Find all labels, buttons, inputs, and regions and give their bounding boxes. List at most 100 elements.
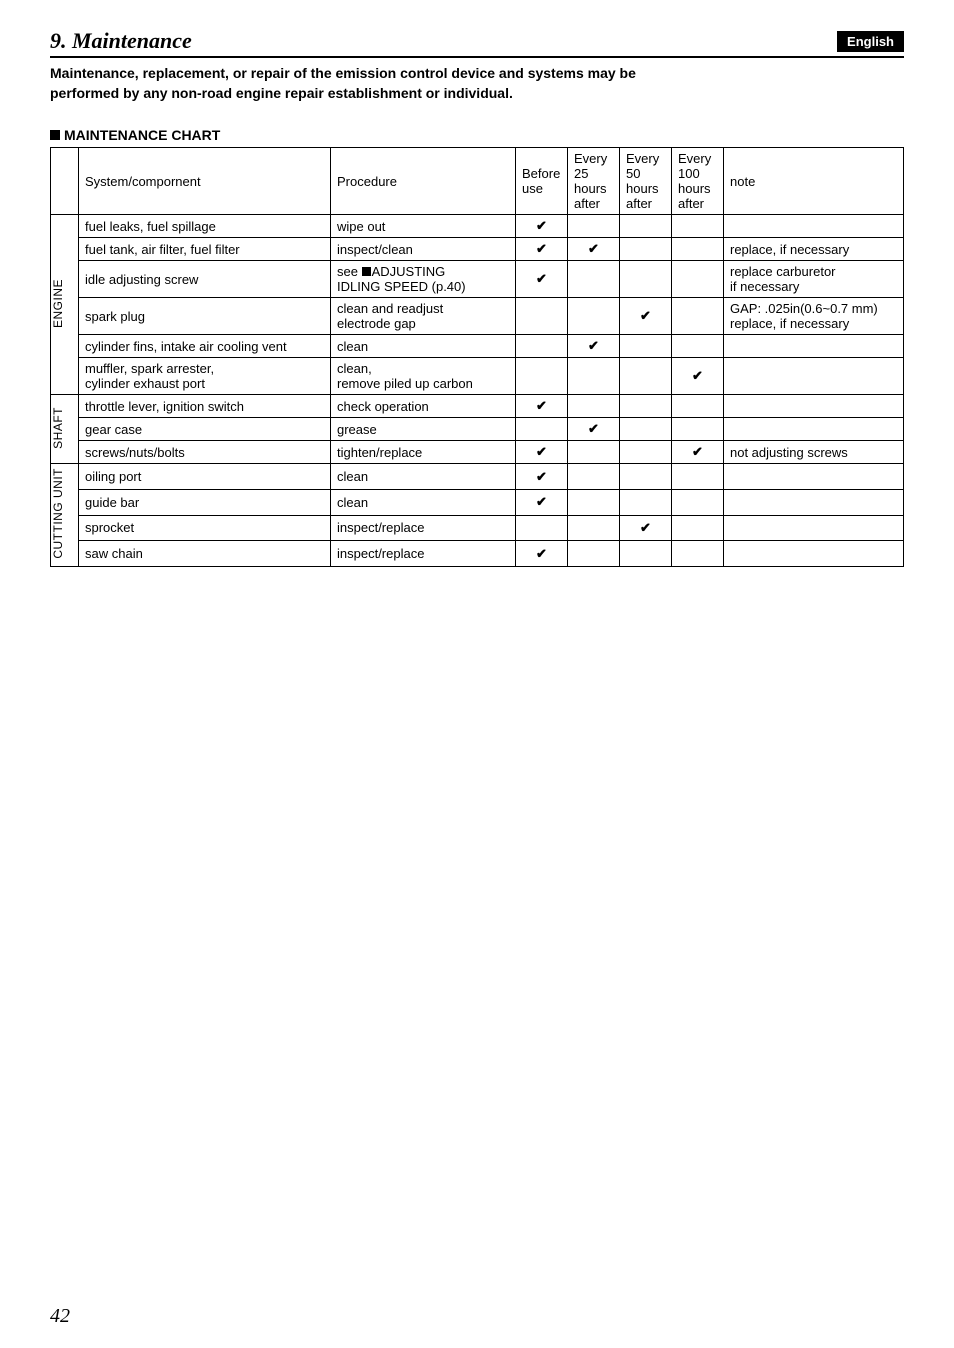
- cell-25: [568, 515, 620, 541]
- language-badge: English: [837, 31, 904, 52]
- cell-100: [672, 215, 724, 238]
- cell-procedure: clean and readjustelectrode gap: [331, 298, 516, 335]
- cell-25: [568, 358, 620, 395]
- cell-note: not adjusting screws: [724, 441, 904, 464]
- cell-50: [620, 238, 672, 261]
- intro-paragraph: Maintenance, replacement, or repair of t…: [50, 64, 660, 103]
- col-system: System/compornent: [79, 148, 331, 215]
- cell-procedure: clean: [331, 464, 516, 490]
- square-bullet-icon: [50, 130, 60, 140]
- cell-50: [620, 335, 672, 358]
- cell-system: spark plug: [79, 298, 331, 335]
- cell-25: [568, 464, 620, 490]
- cell-before: [516, 515, 568, 541]
- cell-100: ✔: [672, 441, 724, 464]
- cell-25: [568, 215, 620, 238]
- group-shaft: SHAFT: [51, 395, 79, 464]
- cell-before: [516, 358, 568, 395]
- group-engine: ENGINE: [51, 215, 79, 395]
- cell-50: [620, 441, 672, 464]
- cell-25: [568, 541, 620, 567]
- cell-before: ✔: [516, 395, 568, 418]
- square-icon: [362, 267, 371, 276]
- cell-procedure: check operation: [331, 395, 516, 418]
- cell-100: [672, 238, 724, 261]
- cell-system: screws/nuts/bolts: [79, 441, 331, 464]
- cell-100: [672, 515, 724, 541]
- cell-procedure: clean,remove piled up carbon: [331, 358, 516, 395]
- cell-100: [672, 335, 724, 358]
- table-row: sprocket inspect/replace ✔: [51, 515, 904, 541]
- cell-system: oiling port: [79, 464, 331, 490]
- cell-100: [672, 464, 724, 490]
- cell-before: [516, 335, 568, 358]
- cell-procedure: wipe out: [331, 215, 516, 238]
- cell-system: fuel leaks, fuel spillage: [79, 215, 331, 238]
- table-row: muffler, spark arrester,cylinder exhaust…: [51, 358, 904, 395]
- section-title: 9. Maintenance: [50, 28, 192, 54]
- cell-25: [568, 395, 620, 418]
- cell-100: [672, 395, 724, 418]
- cell-system: throttle lever, ignition switch: [79, 395, 331, 418]
- cell-note: [724, 489, 904, 515]
- page-number: 42: [50, 1305, 70, 1328]
- cell-system: saw chain: [79, 541, 331, 567]
- cell-system: idle adjusting screw: [79, 261, 331, 298]
- cell-note: [724, 541, 904, 567]
- cell-25: [568, 298, 620, 335]
- cell-100: [672, 418, 724, 441]
- cell-system: gear case: [79, 418, 331, 441]
- cell-note: [724, 358, 904, 395]
- group-cutting-unit: CUTTING UNIT: [51, 464, 79, 567]
- cell-note: replace carburetorif necessary: [724, 261, 904, 298]
- col-group: [51, 148, 79, 215]
- cell-50: [620, 395, 672, 418]
- cell-before: ✔: [516, 441, 568, 464]
- cell-procedure: clean: [331, 335, 516, 358]
- cell-note: [724, 395, 904, 418]
- chart-heading-label: MAINTENANCE CHART: [64, 127, 220, 143]
- table-row: idle adjusting screw see ADJUSTINGIDLING…: [51, 261, 904, 298]
- cell-procedure: grease: [331, 418, 516, 441]
- cell-50: [620, 358, 672, 395]
- table-row: spark plug clean and readjustelectrode g…: [51, 298, 904, 335]
- cell-before: ✔: [516, 215, 568, 238]
- cell-note: replace, if necessary: [724, 238, 904, 261]
- cell-50: [620, 215, 672, 238]
- table-header-row: System/compornent Procedure Before use E…: [51, 148, 904, 215]
- cell-50: [620, 261, 672, 298]
- cell-100: [672, 541, 724, 567]
- cell-before: ✔: [516, 261, 568, 298]
- cell-50: [620, 541, 672, 567]
- col-note: note: [724, 148, 904, 215]
- cell-procedure: inspect/replace: [331, 541, 516, 567]
- table-row: saw chain inspect/replace ✔: [51, 541, 904, 567]
- table-row: ENGINE fuel leaks, fuel spillage wipe ou…: [51, 215, 904, 238]
- table-row: gear case grease ✔: [51, 418, 904, 441]
- cell-before: ✔: [516, 238, 568, 261]
- cell-procedure: see ADJUSTINGIDLING SPEED (p.40): [331, 261, 516, 298]
- table-row: CUTTING UNIT oiling port clean ✔: [51, 464, 904, 490]
- cell-system: sprocket: [79, 515, 331, 541]
- cell-note: [724, 515, 904, 541]
- cell-before: ✔: [516, 489, 568, 515]
- table-row: SHAFT throttle lever, ignition switch ch…: [51, 395, 904, 418]
- col-every-25: Every 25hours after: [568, 148, 620, 215]
- cell-100: ✔: [672, 358, 724, 395]
- col-procedure: Procedure: [331, 148, 516, 215]
- cell-note: [724, 418, 904, 441]
- cell-system: cylinder fins, intake air cooling vent: [79, 335, 331, 358]
- cell-50: ✔: [620, 515, 672, 541]
- cell-25: [568, 489, 620, 515]
- cell-before: [516, 298, 568, 335]
- cell-procedure: inspect/clean: [331, 238, 516, 261]
- cell-25: [568, 441, 620, 464]
- table-row: fuel tank, air filter, fuel filter inspe…: [51, 238, 904, 261]
- maintenance-table: System/compornent Procedure Before use E…: [50, 147, 904, 567]
- table-row: cylinder fins, intake air cooling vent c…: [51, 335, 904, 358]
- cell-procedure: clean: [331, 489, 516, 515]
- cell-25: ✔: [568, 418, 620, 441]
- col-before-use: Before use: [516, 148, 568, 215]
- cell-system: muffler, spark arrester,cylinder exhaust…: [79, 358, 331, 395]
- cell-50: [620, 418, 672, 441]
